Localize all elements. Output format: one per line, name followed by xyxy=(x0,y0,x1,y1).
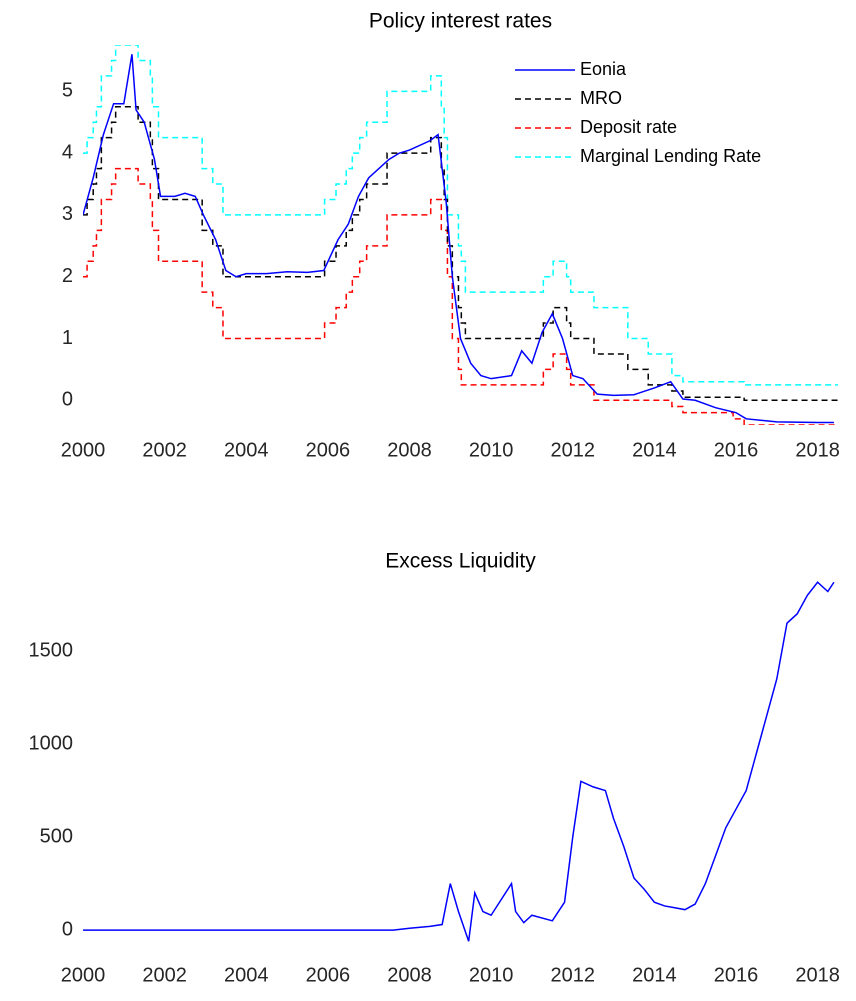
x-tick-label: 2000 xyxy=(61,964,106,986)
y-tick-label: 0 xyxy=(62,389,73,411)
x-tick-label: 2014 xyxy=(632,964,677,986)
y-tick-label: 500 xyxy=(40,825,73,847)
series-line xyxy=(83,106,838,402)
series-line xyxy=(83,54,834,424)
x-tick-label: 2014 xyxy=(632,439,677,461)
chart-title: Policy interest rates xyxy=(369,10,552,33)
x-tick-label: 2004 xyxy=(224,439,269,461)
y-tick-label: 2 xyxy=(62,265,73,287)
y-tick-label: 1000 xyxy=(29,732,74,754)
series-line xyxy=(83,581,835,942)
y-tick-label: 1 xyxy=(62,327,73,349)
x-tick-label: 2000 xyxy=(61,439,106,461)
x-tick-label: 2016 xyxy=(714,439,759,461)
legend-label: Marginal Lending Rate xyxy=(580,146,761,166)
x-tick-label: 2002 xyxy=(142,964,187,986)
y-tick-label: 3 xyxy=(62,203,73,225)
legend-label: Eonia xyxy=(580,59,627,79)
x-tick-label: 2002 xyxy=(142,439,187,461)
series-line xyxy=(83,45,838,386)
legend-label: Deposit rate xyxy=(580,117,677,137)
y-tick-label: 5 xyxy=(62,80,73,102)
x-tick-label: 2018 xyxy=(795,964,840,986)
x-tick-label: 2008 xyxy=(387,964,432,986)
y-tick-label: 4 xyxy=(62,141,73,163)
x-tick-label: 2016 xyxy=(714,964,759,986)
x-tick-label: 2012 xyxy=(550,964,595,986)
series-line xyxy=(83,167,838,425)
x-tick-label: 2018 xyxy=(795,439,840,461)
x-tick-label: 2006 xyxy=(306,964,351,986)
legend-label: MRO xyxy=(580,88,622,108)
y-tick-label: 0 xyxy=(62,918,73,940)
x-tick-label: 2008 xyxy=(387,439,432,461)
x-tick-label: 2012 xyxy=(550,439,595,461)
x-tick-label: 2010 xyxy=(469,964,514,986)
x-tick-label: 2004 xyxy=(224,964,269,986)
chart-title: Excess Liquidity xyxy=(385,550,536,573)
y-tick-label: 1500 xyxy=(29,639,74,661)
x-tick-label: 2010 xyxy=(469,439,514,461)
x-tick-label: 2006 xyxy=(306,439,351,461)
